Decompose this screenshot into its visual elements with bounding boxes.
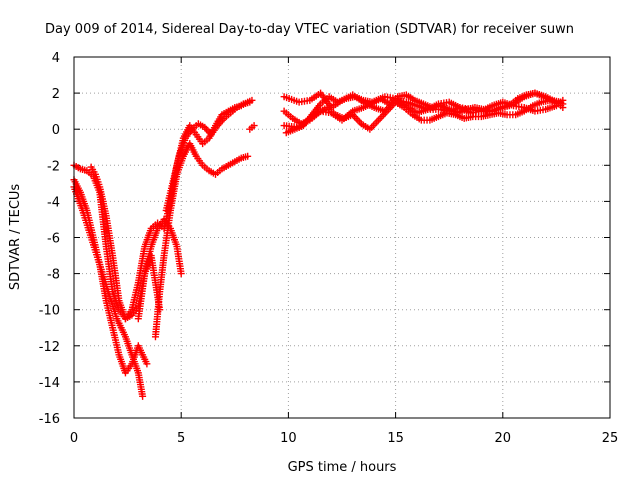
data-point [250, 122, 258, 130]
data-point [177, 270, 185, 278]
data-point [139, 392, 147, 400]
x-tick-label: 5 [177, 431, 185, 446]
x-tick-label: 20 [495, 431, 512, 446]
data-points [70, 89, 567, 400]
data-point [559, 104, 567, 112]
y-tick-label: -16 [39, 412, 60, 427]
y-tick-label: -12 [39, 340, 60, 355]
x-tick-label: 10 [280, 431, 297, 446]
data-point [557, 98, 565, 106]
series-track-h [246, 122, 258, 133]
series-track-f [151, 140, 252, 341]
grid [74, 57, 610, 418]
series-track-c [70, 183, 147, 400]
x-tick-label: 15 [387, 431, 404, 446]
y-tick-label: -6 [47, 232, 60, 247]
y-axis-label: SDTVAR / TECUs [8, 184, 23, 291]
y-tick-label: -4 [47, 195, 60, 210]
data-point [244, 152, 252, 160]
y-tick-label: -14 [39, 376, 60, 391]
series-track-g [162, 98, 254, 214]
data-point [246, 98, 254, 106]
y-tick-labels: 4 2 0 -2 -4 -6 -8 -10 -12 -14 -16 [39, 51, 60, 427]
y-tick-label: 0 [52, 123, 60, 138]
y-tick-label: -2 [47, 159, 60, 174]
x-axis-label: GPS time / hours [288, 460, 397, 475]
y-tick-label: 4 [52, 51, 60, 66]
series-track-l [282, 89, 565, 137]
series-track-e [134, 215, 185, 323]
y-tick-label: -10 [39, 304, 60, 319]
plot-frame [73, 56, 611, 419]
x-tick-label: 25 [602, 431, 619, 446]
y-tick-label: 2 [52, 87, 60, 102]
chart-title: Day 009 of 2014, Sidereal Day-to-day VTE… [45, 22, 574, 37]
series-track-a [70, 96, 256, 323]
x-tick-label: 0 [70, 431, 78, 446]
data-point [143, 360, 151, 368]
x-tick-labels: 0 5 10 15 20 25 [70, 431, 618, 446]
y-tick-label: -8 [47, 268, 60, 283]
